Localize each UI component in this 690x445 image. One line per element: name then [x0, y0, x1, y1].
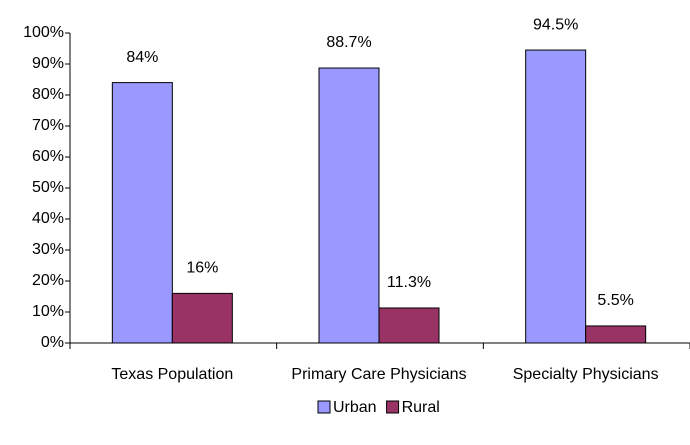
y-tick-label: 70%: [32, 117, 64, 134]
value-label: 84%: [126, 49, 158, 66]
legend-label: Rural: [402, 399, 440, 416]
value-label: 94.5%: [533, 16, 578, 33]
y-tick-label: 20%: [32, 272, 64, 289]
bar: [318, 67, 380, 344]
y-tick-label: 40%: [32, 210, 64, 227]
y-tick-label: 90%: [32, 55, 64, 72]
y-tick-label: 80%: [32, 86, 64, 103]
value-label: 11.3%: [387, 274, 431, 291]
bar: [525, 49, 587, 344]
legend-swatch: [386, 400, 400, 414]
legend-swatch: [317, 400, 331, 414]
y-tick-label: 60%: [32, 148, 64, 165]
x-tick-label: Texas Population: [111, 366, 233, 383]
bar: [378, 307, 440, 344]
legend-label: Urban: [333, 399, 377, 416]
x-tick-label: Primary Care Physicians: [291, 366, 466, 383]
bar: [171, 292, 233, 344]
y-tick-label: 100%: [23, 24, 64, 41]
bar: [111, 82, 173, 344]
bar: [585, 325, 647, 344]
y-tick-label: 0%: [41, 334, 64, 351]
x-tick-label: Specialty Physicians: [513, 366, 659, 383]
y-tick-label: 50%: [32, 179, 64, 196]
y-tick-label: 30%: [32, 241, 64, 258]
value-label: 5.5%: [597, 292, 633, 309]
value-label: 88.7%: [326, 34, 371, 51]
value-label: 16%: [186, 260, 218, 277]
y-tick-label: 10%: [32, 303, 64, 320]
